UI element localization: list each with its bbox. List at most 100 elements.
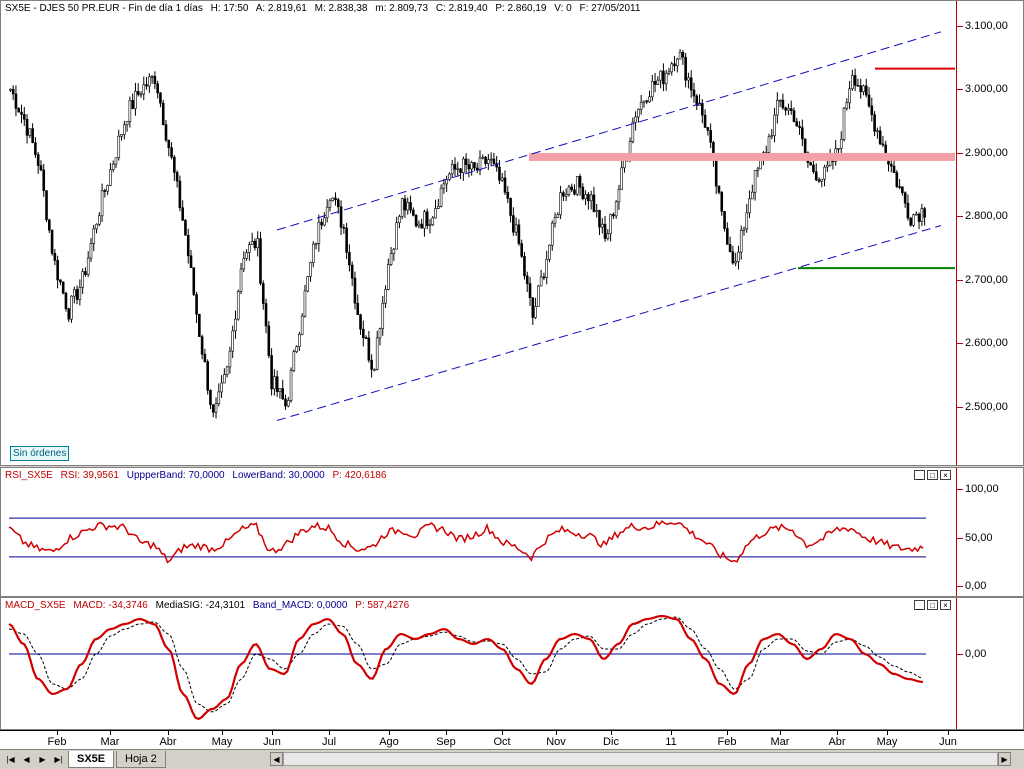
- candle-body: [178, 180, 182, 209]
- minimize-button[interactable]: _: [914, 600, 925, 610]
- candle-body: [161, 102, 165, 125]
- candle-body: [642, 100, 646, 103]
- candle-body: [356, 302, 360, 315]
- candle-body: [170, 147, 173, 158]
- scroll-right-button[interactable]: ▶: [998, 752, 1011, 766]
- candle-body: [86, 257, 90, 275]
- first-sheet-button[interactable]: |◀: [6, 755, 15, 764]
- x-tick-label: Jul: [321, 736, 337, 748]
- candle-body: [631, 121, 635, 142]
- maximize-button[interactable]: □: [927, 470, 938, 480]
- candle-body: [417, 223, 421, 227]
- candle-body: [314, 243, 318, 245]
- candle-body: [306, 276, 310, 292]
- y-label: 3.000,00: [965, 83, 1008, 95]
- candle-body: [406, 202, 410, 211]
- candle-body: [826, 165, 829, 168]
- candle-body: [778, 99, 782, 102]
- candle-body: [687, 77, 690, 81]
- close-button[interactable]: ×: [940, 600, 951, 610]
- minimize-button[interactable]: _: [914, 470, 925, 480]
- candle-body: [784, 107, 787, 111]
- candle-body: [45, 190, 48, 221]
- y-label: 50,00: [965, 532, 993, 544]
- candle-body: [89, 243, 93, 259]
- candle-body: [384, 289, 387, 304]
- candle-body: [848, 88, 851, 104]
- x-tick: [57, 731, 58, 735]
- candle-body: [584, 194, 587, 200]
- macd-p: P: 587,4276: [355, 600, 410, 611]
- candle-body: [303, 290, 307, 317]
- x-tick-label: Oct: [493, 736, 511, 748]
- candle-body: [181, 207, 184, 221]
- candle-body: [876, 130, 879, 133]
- prev-sheet-button[interactable]: ◀: [23, 755, 30, 764]
- x-tick: [887, 731, 888, 735]
- rsi-value: RSI: 39,9561: [60, 470, 119, 481]
- candle-body: [617, 189, 621, 203]
- candle-body: [506, 192, 510, 199]
- candle-body: [470, 162, 473, 170]
- candle-body: [839, 139, 843, 149]
- candle-body: [531, 297, 535, 318]
- candle-body: [845, 102, 849, 109]
- candle-body: [173, 156, 176, 173]
- candle-body: [220, 382, 223, 393]
- candle-body: [637, 108, 640, 118]
- close-button[interactable]: ×: [940, 470, 951, 480]
- candle-body: [606, 233, 610, 239]
- candle-body: [562, 192, 565, 197]
- candle-body: [701, 102, 704, 116]
- candle-body: [587, 194, 590, 202]
- y-label: 2.900,00: [965, 147, 1008, 159]
- candle-body: [556, 214, 560, 218]
- macd-name: MACD_SX5E: [5, 600, 66, 611]
- last-sheet-button[interactable]: ▶|: [54, 755, 63, 764]
- candle-body: [225, 366, 229, 375]
- candle-body: [920, 208, 924, 222]
- candle-body: [361, 328, 365, 338]
- candle-body: [820, 178, 824, 182]
- candle-body: [478, 157, 482, 171]
- sheet-tab-bar: |◀ ◀ ▶ ▶| SX5E Hoja 2 ◀ ▶: [0, 749, 1024, 769]
- candle-body: [242, 258, 246, 270]
- no-orders-badge[interactable]: Sin órdenes: [10, 446, 70, 461]
- candle-body: [837, 148, 840, 150]
- channel-lower-line: [276, 225, 942, 421]
- horizontal-scrollbar[interactable]: [283, 752, 998, 766]
- candle-body: [575, 176, 579, 195]
- scroll-left-button[interactable]: ◀: [270, 752, 283, 766]
- candle-body: [114, 157, 118, 165]
- macd-y-axis: 0,00: [956, 598, 1023, 729]
- price-panel: SX5E - DJES 50 PR.EUR - Fin de día 1 día…: [0, 0, 1024, 466]
- tab-hoja-2[interactable]: Hoja 2: [116, 751, 166, 768]
- candle-body: [492, 158, 496, 164]
- candle-body: [78, 287, 82, 300]
- candle-body: [776, 100, 779, 116]
- candle-body: [459, 168, 462, 173]
- candle-body: [239, 268, 243, 292]
- candle-body: [434, 208, 437, 219]
- candle-body: [103, 190, 107, 192]
- candle-body: [128, 100, 132, 122]
- tab-sx5e[interactable]: SX5E: [68, 751, 115, 768]
- rsi-window-buttons: _ □ ×: [914, 470, 951, 480]
- candle-body: [489, 158, 493, 161]
- candle-body: [120, 134, 123, 137]
- candle-body: [412, 209, 415, 216]
- candle-body: [892, 165, 896, 173]
- candle-body: [767, 136, 771, 153]
- candle-body: [514, 224, 518, 233]
- macd-chart: [8, 615, 926, 721]
- maximize-button[interactable]: □: [927, 600, 938, 610]
- x-tick: [168, 731, 169, 735]
- rsi-p: P: 420,6186: [332, 470, 387, 481]
- candle-body: [420, 223, 423, 229]
- macd-panel: MACD_SX5E MACD: -34,3746 MediaSIG: -24,3…: [0, 597, 1024, 730]
- candle-body: [756, 168, 760, 171]
- candle-body: [348, 252, 351, 266]
- candle-body: [801, 127, 804, 140]
- next-sheet-button[interactable]: ▶: [39, 755, 46, 764]
- candle-body: [106, 185, 109, 192]
